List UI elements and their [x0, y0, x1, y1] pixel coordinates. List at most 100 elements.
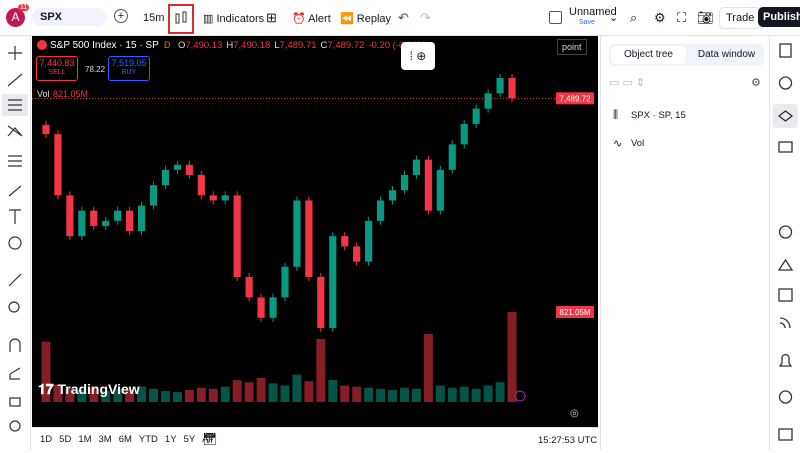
- lock-tool[interactable]: [9, 397, 21, 407]
- indicators[interactable]: ▥ Indicators: [203, 13, 265, 25]
- range-button[interactable]: 1Y: [164, 434, 177, 445]
- volume-bar: [376, 388, 386, 402]
- undo[interactable]: ↶: [398, 10, 409, 25]
- right-toolbar: [769, 36, 800, 450]
- visibility-tool[interactable]: [9, 420, 21, 432]
- buy-button[interactable]: 7,519.05 BUY: [108, 56, 150, 81]
- alerts-icon[interactable]: [778, 76, 793, 90]
- ohlc-change: -0.20 (-0.00%): [368, 40, 430, 51]
- volume-bar: [292, 374, 302, 402]
- candle: [269, 297, 277, 318]
- trade[interactable]: Trade: [719, 7, 762, 29]
- redo[interactable]: ↷: [420, 10, 431, 25]
- object-tree-panel: Object tree Data window ▭ ▭ ⇕ ⚙ ⫼ SPX · …: [600, 36, 769, 450]
- ohlc-key: L: [274, 40, 280, 51]
- volume-bar: [388, 389, 397, 402]
- sell-button[interactable]: 7,440.83 SELL: [36, 56, 78, 81]
- ideas-icon[interactable]: [777, 258, 794, 271]
- avatar[interactable]: A: [6, 8, 25, 27]
- tree-item[interactable]: Vol: [631, 138, 645, 149]
- range-button[interactable]: All: [202, 434, 213, 445]
- streams-icon[interactable]: [779, 317, 791, 329]
- sell-label: SELL: [48, 69, 66, 76]
- candle: [257, 297, 265, 318]
- go-to-date[interactable]: 📅︎: [202, 432, 218, 446]
- object-toolbar[interactable]: ⁞ ⊕: [401, 42, 435, 70]
- replay[interactable]: ⏪ Replay: [340, 13, 392, 25]
- brush-tool[interactable]: [8, 185, 22, 197]
- range-button[interactable]: 3M: [98, 434, 112, 445]
- range-button[interactable]: YTD: [138, 434, 158, 445]
- watermark-logo: 𝟏𝟕: [38, 381, 58, 397]
- snapshot[interactable]: 📷︎: [697, 10, 714, 25]
- volume-bar: [101, 391, 111, 402]
- cross-tool[interactable]: [8, 46, 22, 60]
- fullscreen[interactable]: ⛶: [677, 10, 687, 25]
- alert[interactable]: ⏰ Alert: [292, 13, 331, 25]
- fib-tool[interactable]: [8, 99, 22, 111]
- trend-tool[interactable]: [7, 73, 23, 87]
- settings-button[interactable]: ◎: [570, 408, 579, 419]
- ohlc-key: H: [226, 40, 234, 51]
- volume-bar: [184, 389, 194, 402]
- tab[interactable]: Object tree: [611, 46, 686, 64]
- volume-bar: [423, 334, 433, 402]
- ruler-tool[interactable]: [8, 273, 22, 287]
- range-button[interactable]: 1M: [78, 434, 92, 445]
- volume-bar: [495, 382, 505, 402]
- save[interactable]: Save: [579, 19, 595, 26]
- chat-icon[interactable]: [778, 141, 793, 153]
- ohlc: O7,490.13 H7,490.18 L7,489.71 C7,489.72 -0.2…: [178, 40, 429, 51]
- quick-search[interactable]: ⌕: [630, 10, 638, 25]
- range-button[interactable]: 1D: [40, 434, 53, 445]
- layout-menu[interactable]: ⌄: [609, 12, 619, 24]
- chart-type[interactable]: [168, 4, 194, 34]
- more-icon[interactable]: [778, 428, 793, 441]
- volume-bar: [352, 386, 362, 402]
- candle: [341, 236, 349, 247]
- add-symbol[interactable]: +: [114, 9, 128, 23]
- range-button[interactable]: 6M: [118, 434, 132, 445]
- range-button[interactable]: 5Y: [183, 434, 196, 445]
- interval[interactable]: 15m: [143, 12, 165, 24]
- notify-icon[interactable]: [778, 353, 793, 367]
- candle: [388, 190, 397, 201]
- ohlc-key: O: [178, 40, 186, 51]
- emoji-tool[interactable]: [8, 236, 22, 250]
- target-icon[interactable]: [778, 225, 793, 239]
- symbol-search[interactable]: SPX: [32, 8, 106, 26]
- zoom-tool[interactable]: [8, 301, 20, 313]
- magnet-tool[interactable]: [9, 338, 21, 352]
- volume-bar: [316, 338, 326, 402]
- tab-strip: Object tree Data window: [609, 44, 764, 66]
- publish[interactable]: Publish: [758, 7, 800, 27]
- range-buttons: 1D 5D 1M 3M 6M YTD 1Y 5Y All: [40, 434, 220, 445]
- lock-drawing[interactable]: [9, 367, 21, 380]
- tree-item[interactable]: SPX · SP, 15: [631, 110, 686, 121]
- help-icon[interactable]: [778, 390, 793, 404]
- text-tool[interactable]: [9, 209, 21, 224]
- volume-bar: [244, 382, 254, 402]
- crosshair-mode[interactable]: point: [557, 39, 587, 55]
- tab[interactable]: Data window: [697, 49, 756, 60]
- volume-bar: [304, 381, 314, 402]
- calendar-icon[interactable]: [778, 288, 793, 302]
- panel-settings[interactable]: ⚙: [751, 77, 761, 89]
- bottom-bar: 1D 5D 1M 3M 6M YTD 1Y 5Y All 📅︎ 15:27:53 UTC: [32, 427, 598, 451]
- layers-icon[interactable]: [777, 110, 794, 122]
- settings[interactable]: ⚙: [654, 10, 666, 25]
- forecast-tool[interactable]: [8, 155, 22, 167]
- volume-bar: [196, 387, 206, 402]
- tool-icons: [2, 46, 28, 432]
- checkbox[interactable]: [549, 11, 562, 24]
- templates[interactable]: ⊞: [266, 10, 277, 25]
- price-tag: [556, 92, 594, 105]
- range-button[interactable]: 5D: [59, 434, 72, 445]
- candle: [365, 220, 373, 262]
- volume-bar: [280, 385, 290, 402]
- watchlist-icon[interactable]: [779, 43, 792, 58]
- layout-name[interactable]: Unnamed: [569, 6, 617, 18]
- pattern-tool[interactable]: [7, 125, 23, 137]
- candle: [281, 266, 289, 298]
- volume-bar: [161, 391, 170, 402]
